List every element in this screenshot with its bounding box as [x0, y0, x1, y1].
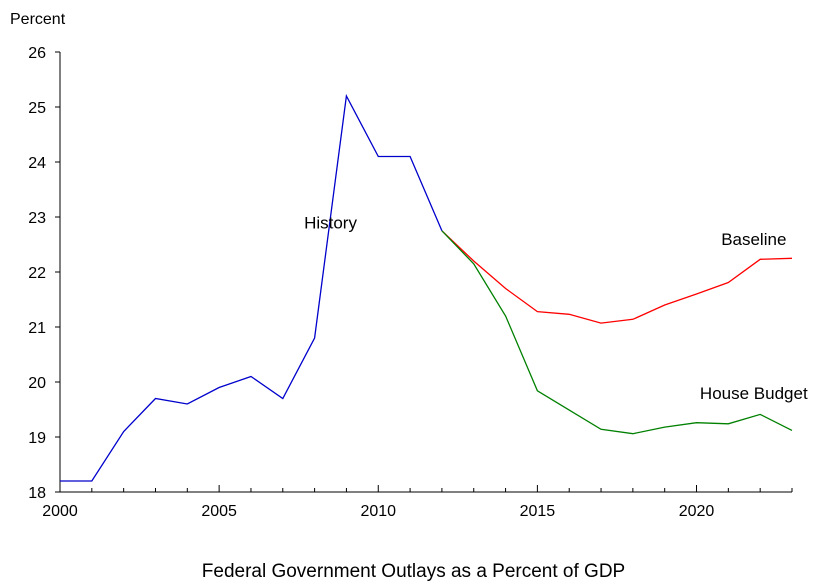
- x-tick-label: 2015: [520, 503, 556, 520]
- y-tick-label: 25: [28, 100, 46, 117]
- axes: 18 19 20 21 22 23 24 25 26 2000 2005 2010 2015 2020: [28, 45, 793, 520]
- y-tick-label: 24: [28, 155, 46, 172]
- series-lines: [60, 93, 793, 482]
- y-tick-label: 20: [28, 375, 46, 392]
- x-tick-label: 2010: [360, 503, 396, 520]
- chart-title: Federal Government Outlays as a Percent …: [201, 561, 626, 582]
- series-label-baseline: Baseline: [721, 230, 786, 249]
- y-tick-label: 21: [28, 320, 46, 337]
- series-line-baseline: [441, 230, 793, 324]
- y-axis-label: Percent: [10, 11, 66, 28]
- x-tick-label: 2000: [42, 503, 78, 520]
- y-tick-label: 19: [28, 430, 46, 447]
- series-label-house-budget: House Budget: [700, 384, 808, 403]
- series-label-history: History: [304, 214, 357, 233]
- series-line-history: [60, 93, 443, 482]
- y-tick-label: 23: [28, 210, 46, 227]
- x-tick-label: 2005: [201, 503, 237, 520]
- x-tick-label: 2020: [679, 503, 715, 520]
- y-tick-label: 18: [28, 485, 46, 502]
- y-tick-label: 26: [28, 45, 46, 62]
- series-line-house-budget: [441, 230, 793, 435]
- y-tick-label: 22: [28, 265, 46, 282]
- annotations: History Baseline House Budget: [304, 214, 808, 404]
